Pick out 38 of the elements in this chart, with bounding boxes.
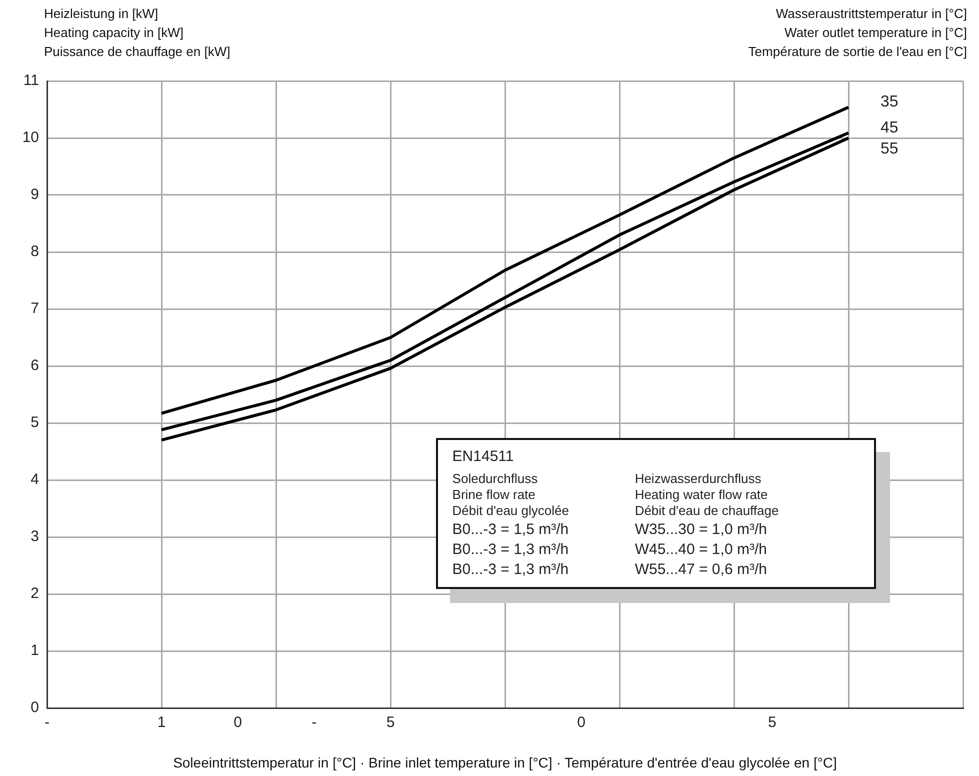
annotation: W35...30 = 1,0 m³/h [634,520,768,540]
annotation: Heating water flow rate [634,487,769,504]
y-tick-label: 5 [30,414,39,432]
x-tick-label: - [312,714,317,732]
y-tick-label: 0 [30,699,39,716]
annotation: B0...-3 = 1,3 m³/h [452,560,570,580]
annotation: Brine flow rate [452,487,536,504]
x-tick-label: 0 [234,714,242,732]
y-tick-label: 11 [23,72,39,90]
text: 35 [880,94,898,111]
y-tick-label: 4 [30,471,39,488]
annotation: B0...-3 = 1,3 m³/h [452,540,570,560]
y-tick-label: 3 [30,528,39,546]
annotation: EN14511 [452,448,515,466]
y-tick-label: 8 [30,243,39,260]
y-tick-label: 6 [30,357,39,374]
x-tick-label: 0 [577,714,586,732]
y-tick-label: 1 [30,642,39,660]
x-tick-label: - [44,714,50,732]
annotation: Heizwasserdurchfluss [634,471,762,488]
annotation: W45...40 = 1,0 m³/h [634,540,768,560]
y-axis-title: Heizleistung in [kW] Heating capacity in [kW] Puissance de chauffage en [kW] [44,5,230,61]
y-tick-label: 7 [30,300,39,318]
annotation: Soledurchfluss [452,471,539,488]
y-tick-label: 2 [30,585,39,602]
legend-title: Wasseraustrittstemperatur in [°C] Water outlet temperature in [°C] Température de sortie de l'eau en [°C] [748,5,967,61]
text: 55 [880,140,898,158]
y-tick-label: 10 [22,129,39,146]
x-axis-title: Soleeintrittstemperatur in [°C] · Brine inlet temperature in [°C] · Température d'entrée d'eau glycolée en [°C] [173,754,837,770]
annotation: Débit d'eau glycolée [452,503,570,520]
text: 45 [880,119,898,136]
x-tick-label: 1 [157,714,166,732]
annotation: B0...-3 = 1,5 m³/h [452,520,570,540]
annotation: W55...47 = 0,6 m³/h [634,560,768,580]
x-tick-label: 5 [768,714,776,732]
y-tick-label: 9 [30,186,39,204]
x-tick-label: 5 [386,714,395,732]
annotation: Débit d'eau de chauffage [634,503,780,520]
